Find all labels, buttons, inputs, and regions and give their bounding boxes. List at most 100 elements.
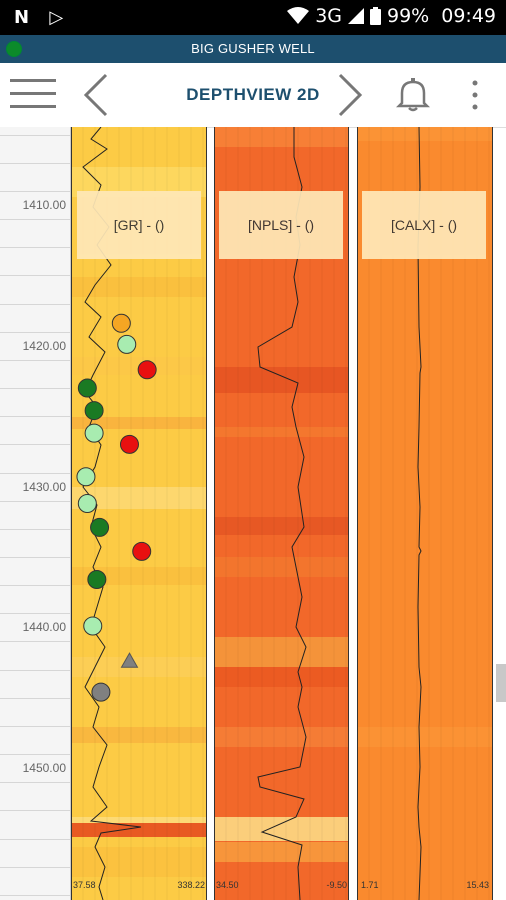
depth-gridline bbox=[0, 894, 70, 896]
color-band bbox=[214, 727, 349, 747]
npls-track[interactable]: [NPLS] - () 34.50 -9.50 bbox=[214, 127, 349, 900]
circle-marker bbox=[111, 313, 131, 333]
color-band bbox=[71, 657, 207, 677]
color-band bbox=[357, 727, 493, 747]
depth-label: 1440.00 bbox=[22, 620, 66, 635]
circle-marker bbox=[137, 360, 157, 380]
wifi-icon bbox=[287, 7, 310, 24]
circle-marker bbox=[77, 378, 97, 398]
color-band bbox=[214, 427, 349, 437]
depth-gridline bbox=[0, 303, 70, 305]
depth-gridline bbox=[0, 500, 70, 502]
depth-gridline bbox=[0, 331, 70, 333]
depth-gridline bbox=[0, 641, 70, 643]
page-title: DEPTHVIEW 2D bbox=[186, 85, 320, 104]
well-name: BIG GUSHER WELL bbox=[191, 41, 315, 56]
color-band bbox=[71, 823, 207, 837]
battery-icon bbox=[370, 7, 381, 25]
depth-gridline bbox=[0, 866, 70, 868]
color-band bbox=[214, 557, 349, 577]
circle-marker bbox=[84, 423, 104, 443]
calx-track[interactable]: [CALX] - () 1.71 15.43 bbox=[357, 127, 493, 900]
battery-percent: 99% bbox=[387, 5, 430, 27]
gr-scale-min: 37.58 bbox=[73, 880, 96, 890]
log-curve bbox=[417, 127, 422, 900]
color-band bbox=[214, 667, 349, 687]
depth-gridline bbox=[0, 416, 70, 418]
gr-track[interactable]: [GR] - () 37.58 338.22 bbox=[71, 127, 207, 900]
calx-scale-min: 1.71 bbox=[361, 880, 379, 890]
next-arrow-icon[interactable] bbox=[336, 73, 364, 117]
gr-scale-max: 338.22 bbox=[177, 880, 205, 890]
depth-gridline bbox=[0, 782, 70, 784]
color-band bbox=[214, 817, 349, 841]
depth-gridline bbox=[0, 669, 70, 671]
circle-marker bbox=[132, 541, 152, 561]
circle-marker bbox=[117, 334, 137, 354]
depth-gridline bbox=[0, 725, 70, 727]
well-status-indicator bbox=[6, 41, 22, 57]
calx-track-label: [CALX] - () bbox=[362, 191, 486, 259]
npls-scale-min: 34.50 bbox=[216, 880, 239, 890]
circle-marker bbox=[90, 517, 110, 537]
depth-gridline bbox=[0, 754, 70, 756]
menu-icon[interactable] bbox=[10, 77, 56, 111]
calx-scale-max: 15.43 bbox=[466, 880, 489, 890]
color-band bbox=[71, 277, 207, 297]
bell-icon[interactable] bbox=[396, 77, 430, 113]
depth-gridline bbox=[0, 388, 70, 390]
depth-gridline bbox=[0, 838, 70, 840]
circle-marker bbox=[77, 493, 97, 513]
depth-gridline bbox=[0, 162, 70, 164]
depth-gridline bbox=[0, 697, 70, 699]
overflow-menu-icon[interactable] bbox=[470, 79, 480, 111]
depth-gridline bbox=[0, 134, 70, 136]
depth-gridline bbox=[0, 247, 70, 249]
circle-marker bbox=[84, 401, 104, 421]
circle-marker bbox=[76, 467, 96, 487]
depth-label: 1420.00 bbox=[22, 338, 66, 353]
depth-gridline bbox=[0, 585, 70, 587]
signal-icon bbox=[348, 8, 364, 24]
depth-label: 1450.00 bbox=[22, 761, 66, 776]
play-store-icon: ▷ bbox=[49, 7, 64, 28]
color-band bbox=[71, 417, 207, 429]
color-band bbox=[214, 637, 349, 667]
color-band bbox=[214, 517, 349, 535]
depth-gridline bbox=[0, 219, 70, 221]
depth-gridline bbox=[0, 557, 70, 558]
depth-gridline bbox=[0, 472, 70, 474]
color-band bbox=[214, 842, 349, 862]
circle-marker bbox=[91, 682, 111, 702]
circle-marker bbox=[119, 434, 139, 454]
notification-icons: N ▷ bbox=[14, 7, 63, 28]
circle-marker bbox=[83, 616, 103, 636]
depth-label: 1430.00 bbox=[22, 479, 66, 494]
depth-axis[interactable]: 1410.00 1420.00 1430.00 1440.00 1450.00 bbox=[0, 127, 71, 900]
depth-gridline bbox=[0, 275, 70, 277]
previous-arrow-icon[interactable] bbox=[82, 73, 110, 117]
depth-gridline bbox=[0, 444, 70, 446]
toolbar: DEPTHVIEW 2D bbox=[0, 63, 506, 128]
log-curve bbox=[257, 127, 307, 900]
depth-gridline bbox=[0, 190, 70, 192]
clock: 09:49 bbox=[441, 5, 496, 27]
color-band bbox=[71, 487, 207, 509]
gr-track-label: [GR] - () bbox=[77, 191, 201, 259]
well-bar: BIG GUSHER WELL bbox=[0, 35, 506, 63]
scroll-thumb[interactable] bbox=[496, 664, 506, 702]
depth-gridline bbox=[0, 528, 70, 530]
n-notification-icon: N bbox=[14, 7, 30, 28]
network-type: 3G bbox=[315, 5, 342, 27]
npls-scale-max: -9.50 bbox=[326, 880, 347, 890]
depth-gridline bbox=[0, 613, 70, 615]
color-band bbox=[357, 127, 493, 141]
color-band bbox=[71, 847, 207, 877]
color-band bbox=[214, 127, 349, 147]
status-bar: N ▷ 3G 99% 09:49 bbox=[0, 0, 506, 35]
depth-gridline bbox=[0, 810, 70, 812]
depth-label: 1410.00 bbox=[22, 198, 66, 212]
color-band bbox=[71, 727, 207, 743]
npls-track-label: [NPLS] - () bbox=[219, 191, 343, 259]
depth-gridline bbox=[0, 359, 70, 361]
